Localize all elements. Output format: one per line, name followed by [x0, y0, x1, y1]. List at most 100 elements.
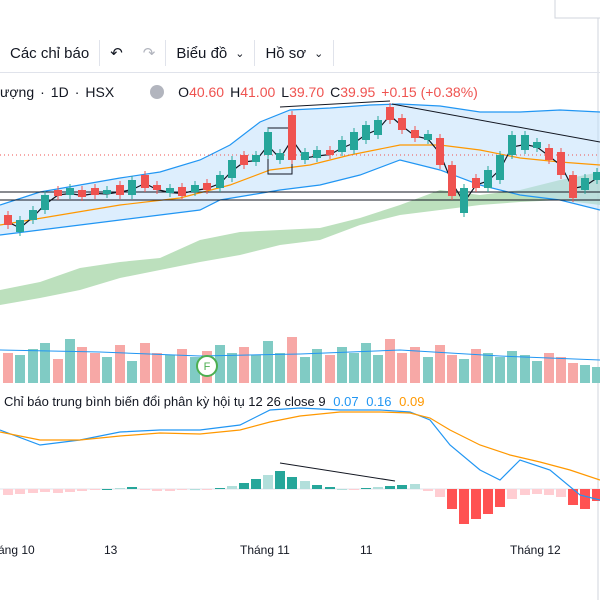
- macd-bar: [90, 489, 100, 490]
- legend: ượng · 1D · HSX O 40.60 H 41.00 L 39.70 C 39.9…: [0, 84, 478, 100]
- candle-body: [508, 135, 516, 155]
- indicators-button[interactable]: Các chỉ báo: [10, 44, 90, 62]
- candle-body: [66, 188, 74, 195]
- volume-bar: [435, 345, 445, 383]
- volume-bar: [532, 361, 542, 383]
- volume-bar: [410, 347, 420, 383]
- candle-body: [141, 175, 149, 188]
- candle-body: [436, 138, 444, 165]
- macd-bar: [15, 489, 25, 494]
- volume-bar: [65, 339, 75, 383]
- volume-bar: [423, 357, 433, 383]
- macd-bar: [152, 489, 162, 491]
- candle-body: [350, 132, 358, 150]
- separator: [254, 40, 256, 66]
- high-value: 41.00: [240, 84, 276, 100]
- candle-body: [54, 190, 62, 196]
- volume-bar: [507, 351, 517, 383]
- volume-bar: [177, 349, 187, 383]
- time-label: áng 10: [0, 543, 35, 557]
- high-label: H: [230, 84, 241, 100]
- volume-bar: [592, 367, 600, 383]
- volume-bar: [373, 355, 383, 383]
- exchange: HSX: [85, 84, 115, 100]
- macd-bar: [568, 489, 578, 505]
- candle-body: [448, 165, 456, 196]
- volume-bar: [15, 355, 25, 383]
- macd-bar: [385, 486, 395, 489]
- volume-bar: [361, 343, 371, 383]
- candle-body: [313, 150, 321, 158]
- macd-bar: [361, 488, 371, 489]
- candle-body: [398, 118, 406, 130]
- macd-bar: [507, 489, 517, 499]
- time-label: 11: [360, 543, 373, 557]
- candle-body: [386, 107, 394, 120]
- macd-bar: [556, 489, 566, 497]
- volume-bar: [215, 345, 225, 383]
- open-value: 40.60: [189, 84, 225, 100]
- volume-bar: [337, 347, 347, 383]
- plot: F: [0, 100, 600, 524]
- candle-body: [116, 185, 124, 195]
- candle-body: [569, 175, 577, 198]
- volume-bar: [140, 343, 150, 383]
- volume-bar: [312, 349, 322, 383]
- candle-body: [166, 188, 174, 193]
- candle-body: [4, 215, 12, 225]
- volume-bar: [447, 355, 457, 383]
- candle-body: [16, 220, 24, 232]
- volume-bar: [275, 353, 285, 383]
- volume-bar: [90, 353, 100, 383]
- candle-body: [29, 210, 37, 220]
- ma-long: [0, 144, 600, 226]
- volume-bar: [152, 353, 162, 383]
- macd-bar: [202, 489, 212, 490]
- macd-bar: [532, 489, 542, 494]
- volume-bar: [251, 355, 261, 383]
- signal-line: [0, 411, 600, 481]
- trend-line: [279, 100, 391, 108]
- candle-body: [424, 134, 432, 140]
- window-edge: [554, 0, 600, 19]
- candle-body: [78, 190, 86, 197]
- volume-bar: [349, 353, 359, 383]
- chart-menu[interactable]: Biểu đồ ⌄: [176, 44, 245, 62]
- trend-line: [391, 103, 600, 143]
- candle-body: [472, 178, 480, 188]
- change: +0.15 (+0.38%): [381, 84, 478, 100]
- macd-bar: [77, 489, 87, 491]
- status-icon[interactable]: [150, 85, 165, 99]
- macd-bar: [459, 489, 469, 524]
- macd-bar: [300, 481, 310, 489]
- candle-body: [191, 185, 199, 192]
- bollinger-fill: [0, 104, 600, 235]
- candle-body: [521, 135, 529, 150]
- candle-body: [128, 180, 136, 195]
- macd-bar: [312, 485, 322, 489]
- volume-bar: [239, 347, 249, 383]
- candle-body: [178, 187, 186, 196]
- redo-button[interactable]: ↷: [142, 45, 156, 62]
- volume-bar: [580, 365, 590, 383]
- volume-bar: [385, 339, 395, 383]
- macd-bar: [544, 489, 554, 495]
- candle-body: [264, 132, 272, 155]
- volume-bar: [483, 353, 493, 383]
- open-label: O: [178, 84, 190, 100]
- volume-bar: [287, 337, 297, 383]
- macd-bar: [483, 489, 493, 514]
- macd-bar: [115, 488, 125, 489]
- candle-body: [326, 150, 334, 155]
- macd-bar: [410, 484, 420, 489]
- profile-menu[interactable]: Hồ sơ ⌄: [265, 44, 324, 62]
- volume-bar: [495, 357, 505, 383]
- volume-bar: [40, 343, 50, 383]
- volume-bar: [3, 353, 13, 383]
- volume-bar: [127, 361, 137, 383]
- candle-body: [533, 142, 541, 148]
- volume-bar: [568, 363, 578, 383]
- candle-body: [496, 155, 504, 180]
- undo-button[interactable]: ↶: [110, 45, 123, 62]
